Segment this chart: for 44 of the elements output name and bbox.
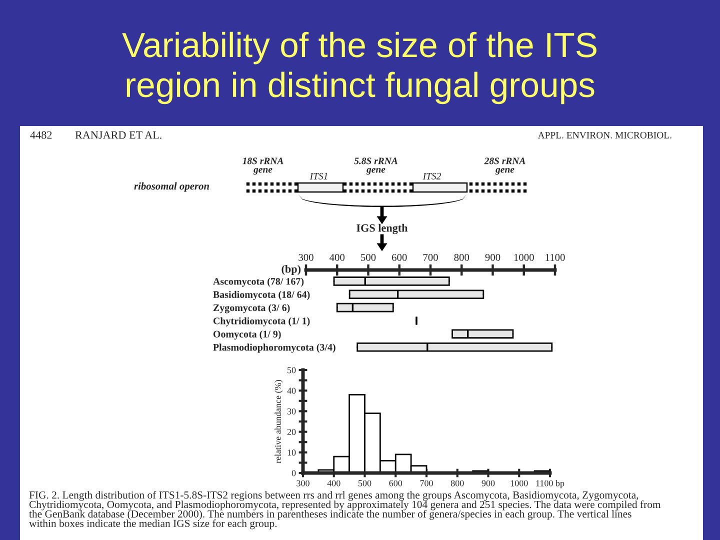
y-tick-label: 10 [288, 450, 296, 456]
x-tick-label: 300 [296, 480, 310, 486]
x-tick-label: 600 [389, 480, 402, 486]
y-tick-label: Chytridiomycota (1/ 1) [213, 317, 310, 326]
x-tick-label: 1000 [514, 254, 534, 261]
x-tick-label: 400 [330, 254, 345, 261]
x-tick-label: 700 [423, 254, 438, 261]
text: ITS2 [422, 172, 441, 180]
x-tick-label: 800 [454, 254, 470, 261]
text: 18S rRNA gene [242, 158, 284, 175]
y-tick-label: Ascomycota (78/ 167) [213, 278, 304, 287]
x-tick-label: 400 [327, 480, 340, 486]
x-tick-label: 700 [420, 480, 433, 486]
text: Variability of the size of the ITS region in distinct fungal groups [122, 32, 596, 104]
x-axis-title: (bp) [282, 264, 301, 276]
text: ITS1 [310, 172, 328, 180]
y-tick-label: 50 [288, 367, 296, 374]
x-tick-label: 500 [361, 254, 376, 261]
x-tick-label: 300 [298, 254, 314, 261]
y-tick-label: Zygomycota (3/ 6) [213, 304, 290, 314]
x-tick-label: 900 [485, 254, 500, 261]
y-tick-label: Plasmodiophoromycota (3/4) [213, 344, 336, 353]
y-tick-label: Basidiomycota (18/ 64) [213, 290, 310, 300]
text: 5.8S rRNA gene [354, 158, 398, 175]
caption: FIG. 2. Length distribution of ITS1-5.8S-ITS2 regions between rrs and rrl genes among the groups Ascomycota, Basidiomycota, Zygomycota, Chytridiomycota, Oomycota, and Plasmodiophoromycota, represented by approximately 104 genera and 251 species. The data were compiled from the GenBank database (December 2000). The numbers in parentheses indicate the number of genera/species in each group. The vertical lines within boxes indicate the median IGS size for each group. [29, 491, 661, 530]
text: RANJARD ET AL. [75, 131, 162, 139]
x-tick-label: 1100 bp [536, 480, 564, 488]
x-tick-label: 500 [358, 480, 372, 486]
y-axis-title: relative abundance (%) [274, 380, 283, 464]
y-tick-label: 0 [292, 470, 296, 476]
x-tick-label: 600 [392, 254, 407, 261]
x-tick-label: 800 [450, 480, 464, 486]
text: 28S rRNA gene [484, 158, 526, 175]
text: IGS length [356, 224, 408, 234]
y-tick-label: Oomycota (1/ 9) [213, 330, 281, 340]
text: 4482 [30, 131, 52, 139]
y-tick-label: 40 [287, 388, 296, 394]
x-tick-label: 900 [482, 480, 495, 486]
x-tick-label: 1000 [510, 480, 528, 486]
y-tick-label: 20 [287, 428, 296, 436]
x-tick-label: 1100 [546, 254, 565, 261]
text: ribosomal operon [134, 182, 210, 192]
text: APPL. ENVIRON. MICROBIOL. [538, 132, 672, 138]
y-tick-label: 30 [287, 408, 296, 414]
